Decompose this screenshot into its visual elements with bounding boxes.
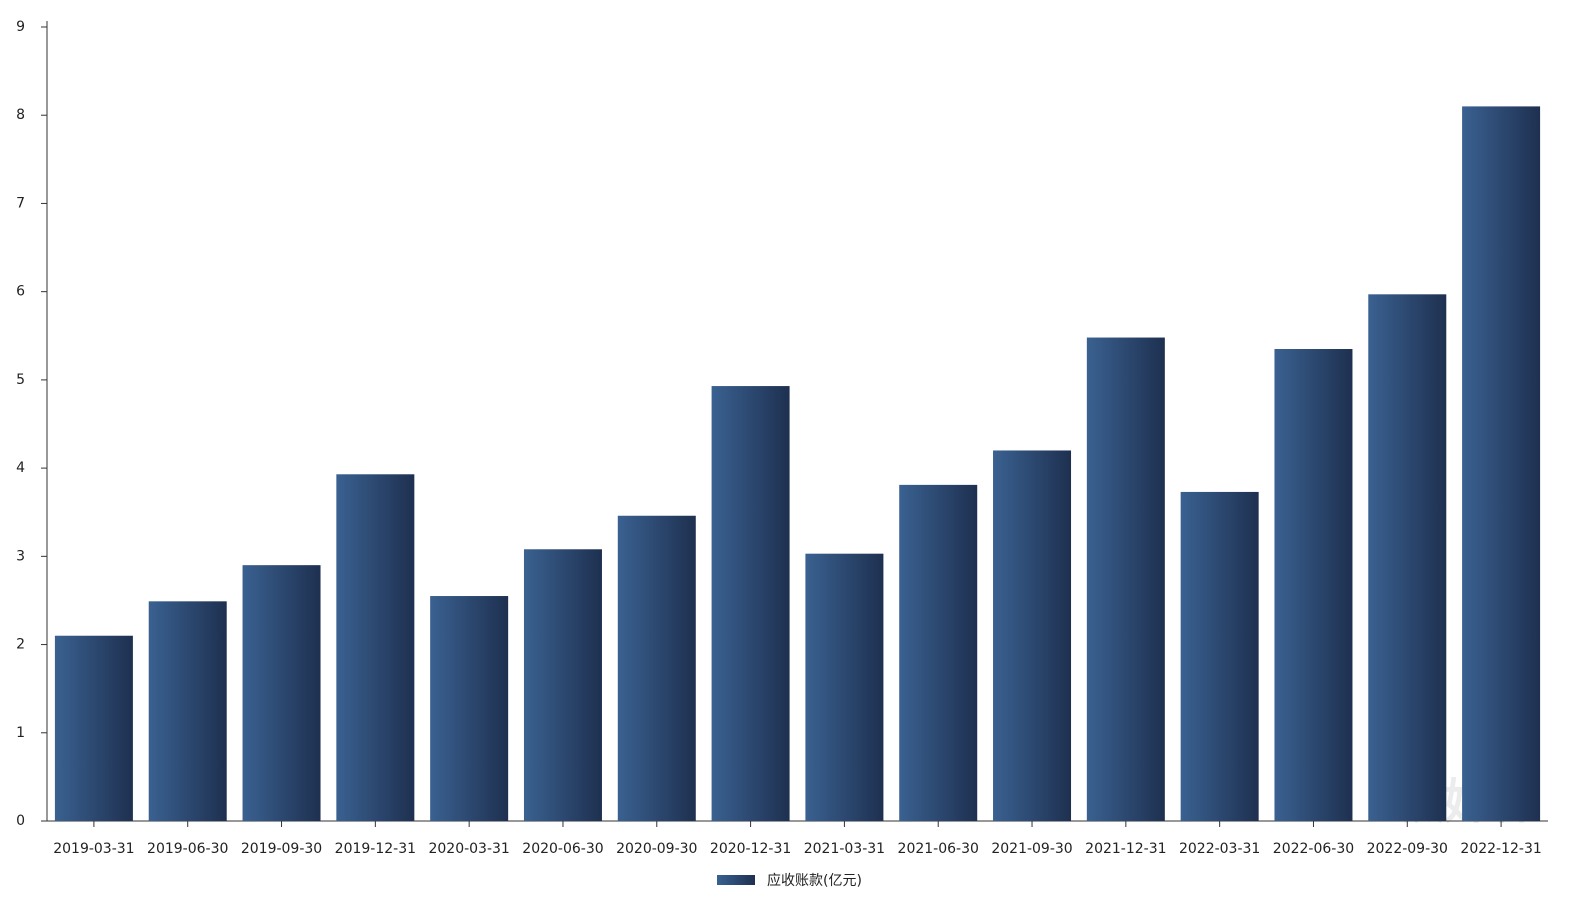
bar <box>993 450 1072 821</box>
y-tick-label: 6 <box>16 284 25 300</box>
legend-swatch <box>717 875 755 885</box>
x-tick-label: 2019-09-30 <box>241 841 322 857</box>
bar <box>523 549 602 821</box>
y-tick-label: 7 <box>16 195 25 211</box>
bar <box>336 474 415 821</box>
x-tick-label: 2019-03-31 <box>53 841 134 857</box>
bar <box>54 635 133 821</box>
bar <box>711 386 790 821</box>
bar <box>1274 349 1353 821</box>
x-tick-label: 2019-12-31 <box>335 841 416 857</box>
y-tick-label: 3 <box>16 548 25 564</box>
bar <box>1368 294 1447 821</box>
bar <box>242 565 321 821</box>
bar <box>617 515 696 821</box>
x-tick-label: 2021-12-31 <box>1085 841 1166 857</box>
y-tick-label: 5 <box>16 372 25 388</box>
bar <box>1180 491 1259 821</box>
x-tick-label: 2022-06-30 <box>1273 841 1354 857</box>
x-tick-label: 2022-12-31 <box>1460 841 1541 857</box>
x-tick-label: 2020-06-30 <box>522 841 603 857</box>
x-tick-label: 2020-12-31 <box>710 841 791 857</box>
y-tick-label: 2 <box>16 637 25 653</box>
x-tick-label: 2019-06-30 <box>147 841 228 857</box>
x-tick-label: 2022-03-31 <box>1179 841 1260 857</box>
bar <box>805 553 884 821</box>
x-tick-label: 2020-09-30 <box>616 841 697 857</box>
x-tick-label: 2021-03-31 <box>804 841 885 857</box>
bar <box>899 484 978 821</box>
x-tick-label: 2020-03-31 <box>428 841 509 857</box>
x-tick-label: 2022-09-30 <box>1367 841 1448 857</box>
bar <box>1462 106 1541 821</box>
legend-label: 应收账款(亿元) <box>767 872 862 889</box>
bar <box>148 601 227 821</box>
y-tick-label: 8 <box>16 107 25 123</box>
y-tick-label: 4 <box>16 460 25 476</box>
x-tick-label: 2021-06-30 <box>898 841 979 857</box>
y-tick-label: 0 <box>16 813 25 829</box>
y-tick-label: 1 <box>16 725 25 741</box>
bar <box>1086 337 1165 821</box>
bar <box>430 596 509 821</box>
x-tick-label: 2021-09-30 <box>991 841 1072 857</box>
y-tick-label: 9 <box>16 19 25 35</box>
